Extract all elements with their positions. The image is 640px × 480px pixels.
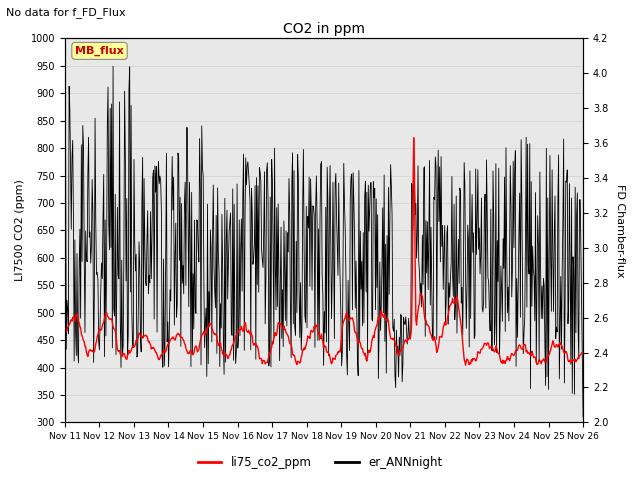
Y-axis label: LI7500 CO2 (ppm): LI7500 CO2 (ppm) (15, 180, 25, 281)
Legend: li75_co2_ppm, er_ANNnight: li75_co2_ppm, er_ANNnight (193, 452, 447, 474)
Text: No data for f_FD_Flux: No data for f_FD_Flux (6, 7, 126, 18)
Y-axis label: FD Chamber-flux: FD Chamber-flux (615, 183, 625, 277)
Title: CO2 in ppm: CO2 in ppm (283, 22, 365, 36)
Text: MB_flux: MB_flux (75, 46, 124, 56)
